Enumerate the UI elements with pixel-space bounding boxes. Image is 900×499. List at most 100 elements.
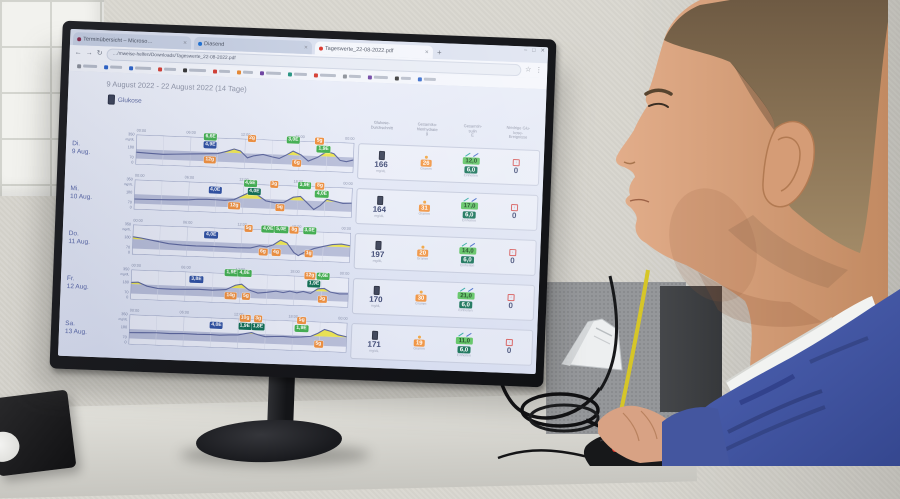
bookmark-label bbox=[110, 65, 123, 69]
bookmark-item[interactable] bbox=[182, 67, 207, 73]
bookmark-favicon bbox=[342, 73, 348, 79]
carb-badge: 6g bbox=[258, 248, 268, 256]
avg-glucose-value: 171 bbox=[367, 339, 382, 349]
insulin-cell: 11,0 6,0 Einheiten bbox=[441, 327, 487, 363]
glucose-chart: 00:00 06:00 12:00 18:00 00:00 6,6E 4,9E 12g 2g 3,… bbox=[135, 128, 355, 179]
tab-close-icon[interactable]: ✕ bbox=[182, 39, 188, 46]
bookmark-item[interactable] bbox=[394, 75, 411, 81]
bookmark-item[interactable] bbox=[236, 69, 254, 75]
insulin-badge: 4,6E bbox=[243, 179, 258, 187]
menu-icon[interactable]: ⋮ bbox=[535, 66, 543, 75]
window-control-icon[interactable]: ✕ bbox=[540, 48, 546, 55]
metrics-panel: 171 mg/dL 19 Gramm 11,0 6,0 Einheiten ↓ 0 bbox=[350, 322, 534, 366]
bookmark-item[interactable] bbox=[129, 65, 152, 71]
y-tick: 0 bbox=[131, 160, 134, 165]
eye bbox=[648, 102, 669, 108]
time-tick: 00:00 bbox=[133, 218, 143, 223]
carb-icon bbox=[417, 335, 422, 339]
bookmark-item[interactable] bbox=[287, 71, 308, 77]
low-events-value: 0 bbox=[511, 211, 517, 221]
insulin-unit: Einheiten bbox=[458, 308, 473, 313]
y-tick: mg/dL bbox=[123, 181, 133, 186]
reload-icon[interactable]: ↻ bbox=[96, 49, 103, 58]
y-tick: 0 bbox=[126, 295, 129, 300]
window-control-icon[interactable]: – bbox=[523, 47, 528, 54]
carb-badge: 5g bbox=[297, 316, 307, 324]
bookmark-label bbox=[83, 64, 98, 68]
bookmark-label bbox=[400, 76, 411, 80]
day-label: Di. 9 Aug. bbox=[71, 126, 117, 170]
report-title: 9 August 2022 - 22 August 2022 (14 Tage) bbox=[106, 79, 247, 94]
insulin-badge: 4,6E bbox=[316, 272, 330, 280]
glucose-chart-svg bbox=[130, 269, 350, 308]
bookmark-item[interactable] bbox=[104, 64, 123, 70]
insulin-badge: 1,9E bbox=[316, 145, 331, 153]
bookmark-item[interactable] bbox=[259, 70, 282, 76]
carb-badge: 5g bbox=[275, 203, 285, 211]
low-events-value: 0 bbox=[510, 256, 515, 266]
glucose-chart: 00:0006:0012:0018:0000:003,8E1,9E4,0E14g… bbox=[130, 263, 349, 313]
day-row: Di. 9 Aug. 350 mg/dL 180 70 0 00:00 06:00 12:00 18… bbox=[71, 126, 541, 187]
tab-close-icon[interactable]: ✕ bbox=[303, 44, 309, 51]
tab-title: Diasend bbox=[203, 40, 225, 48]
bookmark-item[interactable] bbox=[342, 73, 361, 79]
window-control-icon[interactable]: □ bbox=[532, 47, 536, 54]
bookmark-item[interactable] bbox=[313, 72, 336, 78]
bookmark-item[interactable] bbox=[417, 76, 436, 82]
meter-icon bbox=[378, 150, 385, 160]
low-events-value: 0 bbox=[513, 166, 519, 176]
meter-icon bbox=[374, 240, 382, 250]
insulin-cell: 14,0 6,0 Einheiten bbox=[445, 238, 491, 274]
chart-cell: 350mg/dL18070000:0006:0012:0018:0000:004… bbox=[116, 218, 351, 269]
insulin-badge: 4,0E bbox=[204, 231, 218, 239]
glucose-series-label: Glukose bbox=[107, 94, 142, 105]
window-controls[interactable]: – □ ✕ bbox=[524, 47, 545, 54]
report-page: 9 August 2022 - 22 August 2022 (14 Tage)… bbox=[57, 70, 547, 375]
carbs-unit: Gramm bbox=[416, 256, 429, 262]
bookmark-label bbox=[319, 73, 336, 77]
bookmark-favicon bbox=[394, 75, 399, 81]
insulin-badge: 4,0E bbox=[208, 186, 222, 194]
new-tab-button[interactable]: + bbox=[436, 48, 442, 58]
avg-glucose-value: 166 bbox=[374, 159, 388, 169]
mouth bbox=[629, 198, 650, 203]
bookmark-item[interactable] bbox=[212, 68, 231, 74]
insulin-pens-icon bbox=[458, 332, 472, 337]
y-tick: 180 bbox=[127, 144, 135, 149]
bookmark-favicon bbox=[259, 70, 265, 75]
bookmark-favicon bbox=[417, 76, 422, 81]
low-events-cell: ↓ 0 bbox=[486, 329, 532, 365]
day-row: Mi.10 Aug.350mg/dL18070000:0006:0012:001… bbox=[69, 171, 539, 232]
y-tick: 70 bbox=[124, 289, 129, 294]
time-tick: 00:00 bbox=[136, 128, 147, 133]
bookmark-label bbox=[242, 70, 254, 74]
sensor-icon bbox=[107, 94, 116, 105]
insulin-pens-icon bbox=[465, 152, 478, 157]
avg-glucose-cell: 164 mg/dL bbox=[356, 189, 402, 225]
metrics-panel: 166 mg/dL 26 Gramm 12,0 6,0 Einheiten ↓ 0 bbox=[356, 143, 541, 187]
day-date: 12 Aug. bbox=[66, 283, 89, 291]
hair bbox=[664, 0, 888, 253]
insulin-badge: 4,0E bbox=[209, 321, 224, 329]
bookmark-item[interactable] bbox=[77, 63, 98, 69]
day-row: Sa.13 Aug.350mg/dL18070000:0006:0012:001… bbox=[64, 306, 534, 366]
low-events-value: 0 bbox=[508, 300, 514, 311]
carb-badge: 12g bbox=[203, 156, 216, 164]
y-axis-labels: 350 mg/dL 180 70 0 bbox=[117, 173, 135, 216]
back-icon[interactable]: ← bbox=[74, 49, 82, 57]
star-icon[interactable]: ☆ bbox=[524, 66, 532, 74]
insulin-unit: Einheiten bbox=[463, 173, 478, 178]
bookmark-item[interactable] bbox=[158, 66, 177, 72]
y-tick: 0 bbox=[129, 205, 132, 210]
y-axis-labels: 350 mg/dL 180 70 0 bbox=[112, 308, 130, 351]
y-axis-labels: 350 mg/dL 180 70 0 bbox=[114, 263, 132, 306]
bookmark-item[interactable] bbox=[367, 74, 388, 80]
forward-icon[interactable]: → bbox=[85, 49, 93, 57]
insulin-badge: 3,0E bbox=[286, 136, 301, 144]
eyebrow bbox=[644, 88, 673, 96]
avg-glucose-cell: 197 mg/dL bbox=[355, 234, 401, 270]
avg-glucose-cell: 170 mg/dL bbox=[353, 279, 399, 315]
tab-close-icon[interactable]: ✕ bbox=[424, 49, 430, 56]
carb-badge: 8g bbox=[315, 182, 325, 190]
carb-badge: 6g bbox=[292, 159, 302, 167]
